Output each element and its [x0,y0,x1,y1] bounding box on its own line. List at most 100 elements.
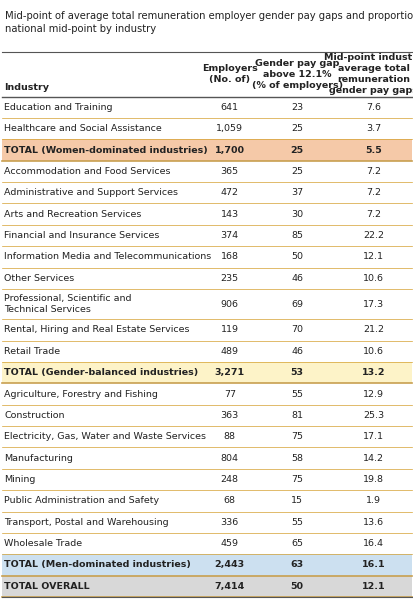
Text: Mid-point industry
average total
remuneration
gender pay gaps: Mid-point industry average total remuner… [323,53,413,95]
Text: Mining: Mining [4,475,36,484]
Text: Electricity, Gas, Water and Waste Services: Electricity, Gas, Water and Waste Servic… [4,432,206,441]
Text: Industry: Industry [4,83,49,92]
Text: Administrative and Support Services: Administrative and Support Services [4,188,178,197]
Text: 472: 472 [220,188,238,197]
Text: 14.2: 14.2 [363,454,383,463]
Text: 25: 25 [291,167,302,176]
Text: 46: 46 [291,274,302,283]
Text: 1,059: 1,059 [216,124,243,133]
Text: 25.3: 25.3 [362,411,384,420]
Bar [2,139,411,161]
Text: 16.4: 16.4 [363,539,383,548]
Text: 70: 70 [291,325,302,334]
Text: 10.6: 10.6 [363,274,383,283]
Text: 804: 804 [220,454,238,463]
Text: 19.8: 19.8 [363,475,383,484]
Text: 641: 641 [220,103,238,112]
Text: Accommodation and Food Services: Accommodation and Food Services [4,167,170,176]
Text: 1,700: 1,700 [214,146,244,155]
Text: 17.3: 17.3 [362,299,384,308]
Text: Mid-point of average total remuneration employer gender pay gaps and proportion : Mid-point of average total remuneration … [5,11,413,34]
Text: 336: 336 [220,518,238,527]
Text: 21.2: 21.2 [363,325,383,334]
Text: 88: 88 [223,432,235,441]
Text: 7.2: 7.2 [366,167,380,176]
Text: 235: 235 [220,274,238,283]
Text: 23: 23 [290,103,303,112]
Text: Rental, Hiring and Real Estate Services: Rental, Hiring and Real Estate Services [4,325,189,334]
Bar [2,554,411,575]
Text: 53: 53 [290,368,303,377]
Text: 374: 374 [220,231,238,240]
Text: 69: 69 [291,299,302,308]
Text: Public Administration and Safety: Public Administration and Safety [4,496,159,505]
Text: 489: 489 [220,347,238,356]
Text: TOTAL OVERALL: TOTAL OVERALL [4,582,90,591]
Text: Wholesale Trade: Wholesale Trade [4,539,82,548]
Text: 7.2: 7.2 [366,188,380,197]
Text: TOTAL (Women-dominated industries): TOTAL (Women-dominated industries) [4,146,207,155]
Text: Arts and Recreation Services: Arts and Recreation Services [4,209,141,218]
Text: 75: 75 [291,432,302,441]
Text: 459: 459 [220,539,238,548]
Text: Healthcare and Social Assistance: Healthcare and Social Assistance [4,124,161,133]
Text: 168: 168 [220,253,238,262]
Text: 63: 63 [290,560,303,569]
Text: 119: 119 [220,325,238,334]
Text: 58: 58 [291,454,302,463]
Text: Manufacturing: Manufacturing [4,454,73,463]
Text: 25: 25 [290,146,303,155]
Text: 363: 363 [220,411,238,420]
Text: 7,414: 7,414 [214,582,244,591]
Text: TOTAL (Gender-balanced industries): TOTAL (Gender-balanced industries) [4,368,198,377]
Bar [2,362,411,383]
Text: 65: 65 [291,539,302,548]
Text: 55: 55 [291,389,302,398]
Text: 77: 77 [223,389,235,398]
Text: Retail Trade: Retail Trade [4,347,60,356]
Text: 13.6: 13.6 [362,518,384,527]
Text: 30: 30 [290,209,303,218]
Text: 17.1: 17.1 [363,432,383,441]
Text: 16.1: 16.1 [361,560,385,569]
Text: Information Media and Telecommunications: Information Media and Telecommunications [4,253,211,262]
Text: Gender pay gap
above 12.1%
(% of employers): Gender pay gap above 12.1% (% of employe… [251,58,342,89]
Text: 50: 50 [290,582,303,591]
Text: 46: 46 [291,347,302,356]
Text: 248: 248 [220,475,238,484]
Text: TOTAL (Men-dominated industries): TOTAL (Men-dominated industries) [4,560,190,569]
Bar [2,575,411,597]
Text: 50: 50 [291,253,302,262]
Text: Professional, Scientific and
Technical Services: Professional, Scientific and Technical S… [4,294,131,314]
Text: 365: 365 [220,167,238,176]
Text: 15: 15 [291,496,302,505]
Text: Transport, Postal and Warehousing: Transport, Postal and Warehousing [4,518,169,527]
Text: 75: 75 [291,475,302,484]
Text: Construction: Construction [4,411,64,420]
Text: 143: 143 [220,209,238,218]
Text: 3.7: 3.7 [366,124,380,133]
Text: Other Services: Other Services [4,274,74,283]
Text: Employers
(No. of): Employers (No. of) [202,64,257,84]
Text: 12.1: 12.1 [363,253,383,262]
Text: 3,271: 3,271 [214,368,244,377]
Text: 2,443: 2,443 [214,560,244,569]
Text: 37: 37 [290,188,303,197]
Text: Education and Training: Education and Training [4,103,112,112]
Text: 7.6: 7.6 [366,103,380,112]
Text: 22.2: 22.2 [363,231,383,240]
Text: 7.2: 7.2 [366,209,380,218]
Text: 25: 25 [291,124,302,133]
Text: 5.5: 5.5 [365,146,381,155]
Text: 68: 68 [223,496,235,505]
Text: 906: 906 [220,299,238,308]
Text: 12.1: 12.1 [361,582,385,591]
Text: 85: 85 [291,231,302,240]
Text: Financial and Insurance Services: Financial and Insurance Services [4,231,159,240]
Text: 81: 81 [291,411,302,420]
Text: 13.2: 13.2 [361,368,385,377]
Text: 10.6: 10.6 [363,347,383,356]
Text: 1.9: 1.9 [366,496,380,505]
Text: Agriculture, Forestry and Fishing: Agriculture, Forestry and Fishing [4,389,158,398]
Text: 55: 55 [291,518,302,527]
